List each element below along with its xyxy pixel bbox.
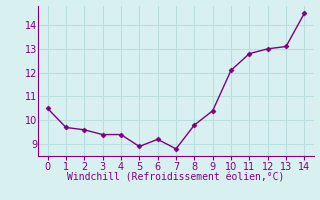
X-axis label: Windchill (Refroidissement éolien,°C): Windchill (Refroidissement éolien,°C)	[67, 173, 285, 183]
